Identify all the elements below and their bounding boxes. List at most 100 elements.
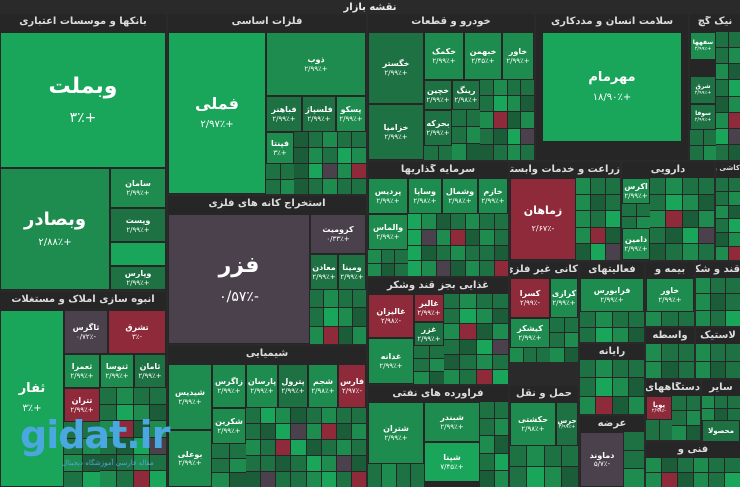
stock-tile-small[interactable] xyxy=(612,327,628,342)
stock-tile-small[interactable] xyxy=(150,438,166,454)
stock-tile-small[interactable] xyxy=(716,247,728,260)
stock-tile-small[interactable] xyxy=(438,146,452,160)
stock-tile-small[interactable] xyxy=(64,422,82,438)
stock-tile-small[interactable] xyxy=(709,458,725,472)
stock-tile-small[interactable] xyxy=(150,404,166,421)
stock-tile-small[interactable] xyxy=(702,408,714,420)
stock-tile-small[interactable] xyxy=(728,48,740,64)
stock-tile-small[interactable] xyxy=(480,112,493,128)
stock-tile-hkashti[interactable]: حکشتی +۲/۹۸٪ xyxy=(510,402,556,446)
stock-tile-small[interactable] xyxy=(352,290,366,308)
stock-tile-small[interactable] xyxy=(521,80,534,96)
stock-tile-small[interactable] xyxy=(460,369,476,384)
stock-tile-small[interactable] xyxy=(476,354,492,369)
stock-tile-small[interactable] xyxy=(276,472,291,487)
stock-tile-small[interactable] xyxy=(266,179,280,194)
stock-tile-valmas[interactable]: والماس +۲/۹۹٪ xyxy=(368,214,408,250)
stock-tile-small[interactable] xyxy=(521,128,534,144)
stock-tile-poya[interactable]: پویا -۲/۹۹٪ xyxy=(646,396,672,420)
stock-tile-small[interactable] xyxy=(690,130,703,145)
stock-tile-small[interactable] xyxy=(716,128,728,144)
stock-tile-small[interactable] xyxy=(493,80,507,96)
stock-tile-small[interactable] xyxy=(628,378,644,396)
stock-tile-small[interactable] xyxy=(246,408,261,423)
stock-tile-small[interactable] xyxy=(678,312,694,326)
stock-tile-small[interactable] xyxy=(480,436,494,453)
stock-tile-small[interactable] xyxy=(82,422,100,438)
stock-tile-small[interactable] xyxy=(229,444,246,458)
stock-tile-small[interactable] xyxy=(382,464,396,487)
stock-tile-small[interactable] xyxy=(306,472,321,487)
stock-tile-small[interactable] xyxy=(716,32,728,48)
stock-tile-small[interactable] xyxy=(726,361,740,378)
stock-tile-small[interactable] xyxy=(381,263,395,276)
stock-tile-small[interactable] xyxy=(368,464,382,487)
stock-tile-small[interactable] xyxy=(306,440,321,455)
stock-tile-small[interactable] xyxy=(460,339,476,354)
stock-tile-ghalbaz[interactable]: غالیزان -۲/۹۸٪ xyxy=(368,294,414,338)
stock-tile-small[interactable] xyxy=(728,96,740,112)
stock-tile-small[interactable] xyxy=(444,369,460,384)
stock-tile-small[interactable] xyxy=(682,227,698,244)
stock-tile-small[interactable] xyxy=(492,369,508,384)
stock-tile-small[interactable] xyxy=(606,194,620,211)
stock-tile-small[interactable] xyxy=(294,163,308,179)
stock-tile-small[interactable] xyxy=(408,261,422,276)
stock-tile-small[interactable] xyxy=(395,250,408,263)
stock-tile-sefaha[interactable]: سفهها +۲/۹۹٪ xyxy=(690,32,716,60)
stock-tile-small[interactable] xyxy=(612,360,628,378)
stock-tile-small[interactable] xyxy=(100,454,116,471)
stock-tile-small[interactable] xyxy=(624,432,644,450)
stock-tile-small[interactable] xyxy=(100,404,116,421)
stock-tile-small[interactable] xyxy=(716,219,728,233)
stock-tile-small[interactable] xyxy=(576,227,590,244)
stock-tile-vbmellat[interactable]: وبملت +۳٪ xyxy=(0,32,166,168)
stock-tile-small[interactable] xyxy=(116,438,133,454)
stock-tile-small[interactable] xyxy=(492,324,508,339)
stock-tile-small[interactable] xyxy=(716,144,728,160)
stock-tile-small[interactable] xyxy=(728,112,740,128)
stock-tile-small[interactable] xyxy=(133,404,150,421)
stock-tile-khodro[interactable]: خکمک +۲/۹۹٪ xyxy=(424,32,464,80)
stock-tile-small[interactable] xyxy=(564,333,578,347)
stock-tile-small[interactable] xyxy=(493,96,507,112)
stock-tile-small[interactable] xyxy=(672,411,686,425)
stock-tile-small[interactable] xyxy=(521,96,534,112)
stock-tile-small[interactable] xyxy=(728,219,740,233)
stock-tile-damavand[interactable]: دماوند -۵/۷٪ xyxy=(580,432,624,487)
stock-tile-karazi[interactable]: کرازی +۲/۹۹٪ xyxy=(550,278,578,318)
stock-tile-small[interactable] xyxy=(622,216,636,228)
stock-tile-small[interactable] xyxy=(661,473,677,487)
stock-tile-small[interactable] xyxy=(591,178,605,194)
stock-tile-small[interactable] xyxy=(666,244,682,260)
stock-tile-small[interactable] xyxy=(150,388,166,404)
stock-tile-small[interactable] xyxy=(337,147,352,163)
stock-tile-small[interactable] xyxy=(715,396,727,408)
stock-tile-small[interactable] xyxy=(480,128,493,144)
stock-tile-small[interactable] xyxy=(494,453,508,470)
stock-tile-small[interactable] xyxy=(451,245,465,261)
stock-tile-kromit[interactable]: کرومیت +۰/۳۳٪ xyxy=(310,214,366,254)
stock-tile-small[interactable] xyxy=(480,402,494,419)
stock-tile-small[interactable] xyxy=(561,467,578,487)
stock-tile-small[interactable] xyxy=(306,424,321,439)
stock-tile-small[interactable] xyxy=(677,458,693,472)
stock-tile-small[interactable] xyxy=(696,294,710,310)
stock-tile-small[interactable] xyxy=(693,458,709,472)
stock-tile-small[interactable] xyxy=(711,310,725,326)
stock-tile-small[interactable] xyxy=(666,178,682,194)
stock-tile-small[interactable] xyxy=(507,144,521,160)
stock-tile-small[interactable] xyxy=(100,471,116,487)
stock-tile-small[interactable] xyxy=(310,326,324,344)
stock-tile-sharq[interactable]: شرق +۲/۹۹٪ xyxy=(690,76,716,104)
stock-tile-small[interactable] xyxy=(460,324,476,339)
stock-tile-small[interactable] xyxy=(276,456,291,471)
stock-tile-small[interactable] xyxy=(550,318,564,332)
stock-tile-small[interactable] xyxy=(628,360,644,378)
stock-tile-small[interactable] xyxy=(678,344,694,361)
stock-tile-small[interactable] xyxy=(728,191,740,205)
stock-tile-small[interactable] xyxy=(661,458,677,472)
stock-tile-khazam[interactable]: خازم +۲/۹۹٪ xyxy=(478,178,508,214)
stock-tile-small[interactable] xyxy=(728,64,740,80)
stock-tile-small[interactable] xyxy=(716,64,728,80)
